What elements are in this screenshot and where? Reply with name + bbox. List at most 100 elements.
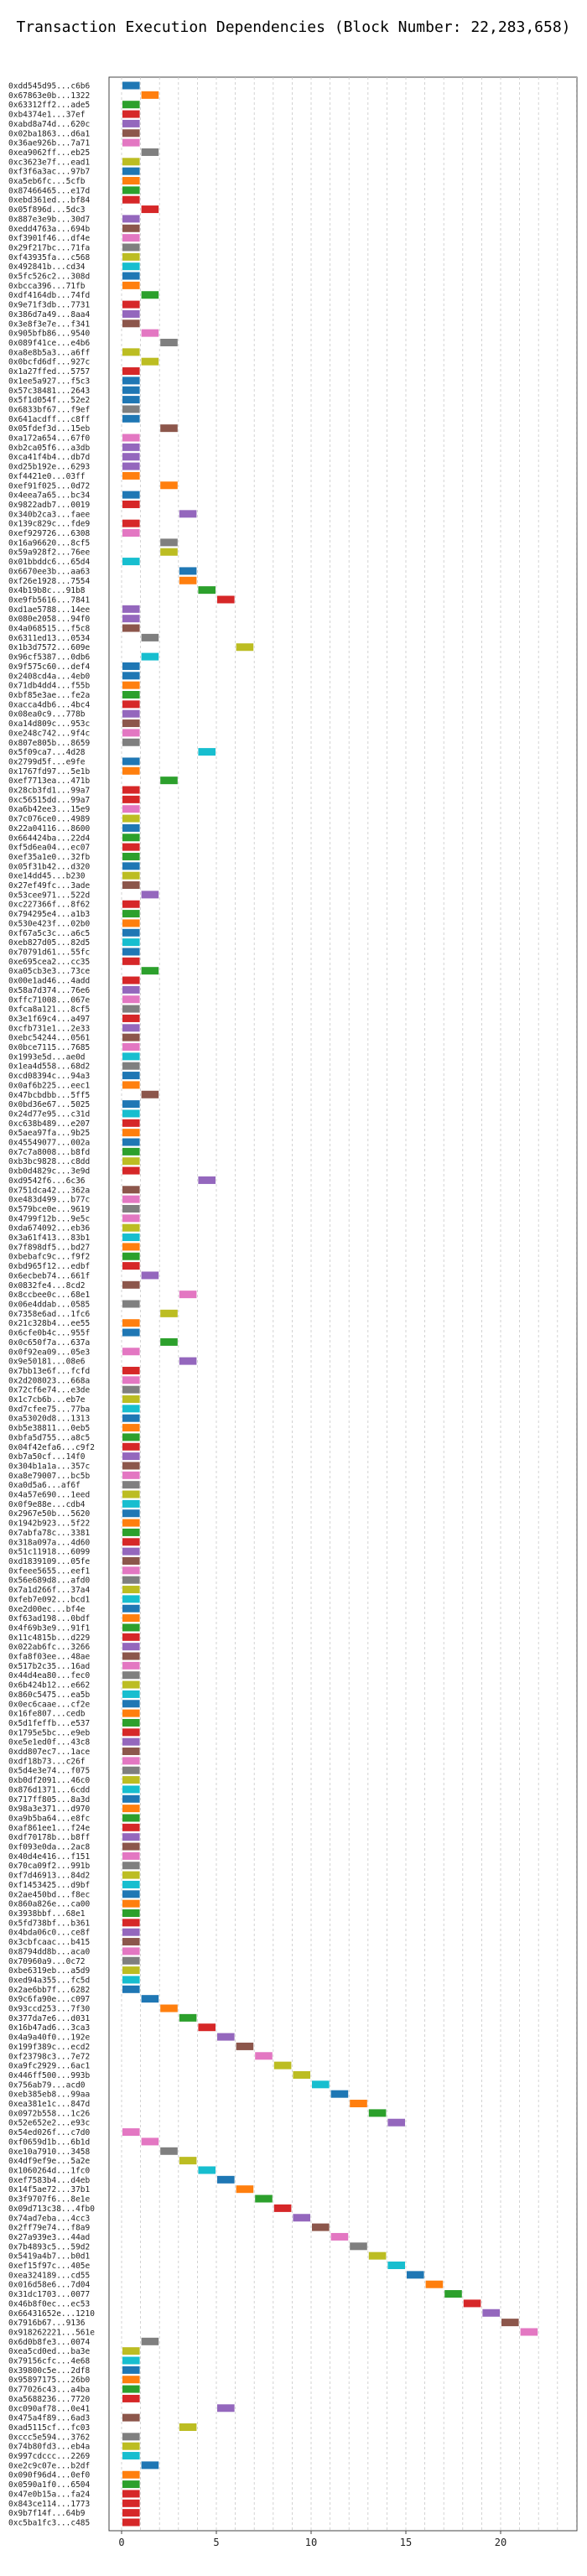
tx-label: 0xb5e38811...0eb5 — [8, 1424, 90, 1433]
tx-label: 0x9f575c60...def4 — [8, 662, 91, 672]
tx-label: 0x46b8f0ec...ec53 — [8, 2299, 90, 2309]
tx-bar — [122, 1204, 140, 1213]
tx-label: 0x4a9a40f0...192e — [8, 2033, 91, 2043]
tx-bar — [122, 1100, 140, 1109]
tx-bar — [122, 1043, 140, 1052]
tx-bar — [122, 1462, 140, 1470]
tx-label: 0x74b80fd3...eb4a — [8, 2443, 90, 2452]
tx-bar — [122, 1538, 140, 1546]
tx-label: 0x70ca09f2...991b — [8, 1862, 91, 1871]
tx-bar — [387, 2118, 405, 2127]
tx-label: 0x887e3e9b...30d7 — [8, 215, 90, 224]
tx-bar — [122, 719, 140, 728]
tx-bar — [273, 2204, 292, 2212]
tx-bar — [330, 2090, 349, 2098]
tx-label: 0x6d0b8fe3...0074 — [8, 2338, 91, 2347]
tx-bar — [122, 843, 140, 851]
tx-label: 0x72cf6e74...e3de — [8, 1386, 91, 1395]
tx-label: 0xea5cd0ed...ba3e — [8, 2347, 91, 2356]
tx-bar — [122, 910, 140, 918]
tx-label: 0x39800c5e...2df8 — [8, 2366, 91, 2376]
tx-bar — [122, 1956, 140, 1965]
tx-label: 0x3e8f3e7e...f341 — [8, 319, 91, 329]
tx-bar — [122, 186, 140, 195]
tx-label: 0x4df9ef9e...5a2e — [8, 2157, 91, 2166]
tx-bar — [122, 195, 140, 204]
tx-label: 0xbe6319eb...a5d9 — [8, 1966, 91, 1976]
tx-label: 0x16fe807...cedb — [8, 1710, 86, 1719]
tx-bar — [122, 272, 140, 280]
tx-bar — [160, 776, 178, 785]
tx-bar — [122, 2356, 140, 2365]
tx-label: 0xeb385eb8...99aa — [8, 2090, 90, 2100]
tx-bar — [122, 2518, 140, 2527]
tx-label: 0x022ab6fc...3266 — [8, 1643, 91, 1652]
tx-label: 0xb0d4829c...3e9d — [8, 1167, 90, 1176]
tx-label: 0x1c7cb6b...eb7e — [8, 1395, 86, 1405]
tx-label: 0x09d713c38...4fb0 — [8, 2205, 95, 2214]
tx-bar — [122, 462, 140, 470]
tx-label: 0x8ccbee0c...68e1 — [8, 1291, 91, 1300]
tx-bar — [122, 957, 140, 965]
tx-bar — [368, 2251, 387, 2260]
tx-label: 0x4eea7a65...bc34 — [8, 491, 91, 501]
tx-bar — [122, 1718, 140, 1727]
tx-label: 0x794295e4...a1b3 — [8, 910, 90, 919]
tx-bar — [387, 2262, 405, 2270]
tx-bar — [122, 1709, 140, 1717]
tx-label: 0x40d4e416...f151 — [8, 1852, 91, 1862]
tx-label: 0x475a4f89...6ad3 — [8, 2414, 90, 2423]
tx-bar — [179, 1291, 197, 1299]
tx-bar — [122, 852, 140, 860]
tx-label: 0x7f898df5...bd27 — [8, 1243, 90, 1252]
tx-bar — [463, 2299, 481, 2308]
tx-bar — [122, 348, 140, 356]
tx-bar — [122, 2413, 140, 2422]
tx-label: 0xdf18b73...c26f — [8, 1757, 86, 1766]
x-tick-label: 10 — [305, 2537, 317, 2548]
tx-label: 0x1ee5a927...f5c3 — [8, 377, 90, 386]
tx-label: 0x807e805b...8659 — [8, 739, 91, 748]
tx-bar — [122, 1862, 140, 1870]
tx-bar — [122, 1243, 140, 1251]
tx-label: 0xebc54244...0561 — [8, 1034, 91, 1043]
tx-bar — [122, 1014, 140, 1022]
tx-label: 0xa172a654...67f0 — [8, 434, 91, 444]
tx-label: 0xe5e1ed0f...43c8 — [8, 1738, 91, 1748]
tx-label: 0x2799d5f...e9fe — [8, 757, 86, 766]
tx-bar — [122, 81, 140, 90]
tx-label: 0x2408cd4a...4eb0 — [8, 672, 91, 681]
tx-bar — [122, 729, 140, 737]
tx-label: 0x2ae6bb7f...6282 — [8, 1986, 90, 1995]
tx-bar — [141, 1271, 159, 1280]
tx-label: 0x4799f12b...9e5c — [8, 1214, 90, 1223]
tx-bar — [122, 1157, 140, 1166]
tx-bar — [217, 2175, 235, 2184]
tx-label: 0xf0659d1b...6b1d — [8, 2137, 90, 2147]
tx-bar — [122, 414, 140, 423]
tx-bar — [122, 985, 140, 994]
tx-label: 0x5d4e3e74...f075 — [8, 1767, 90, 1776]
tx-label: 0x0972b558...1c26 — [8, 2109, 91, 2118]
tx-bar — [122, 2385, 140, 2393]
tx-label: 0x44d4ea80...fec0 — [8, 1671, 91, 1680]
tx-bar — [122, 681, 140, 689]
tx-label: 0x02ba1863...d6a1 — [8, 129, 91, 138]
tx-bar — [122, 1499, 140, 1508]
tx-bar — [368, 2109, 387, 2117]
tx-label: 0x5aea97fa...9b25 — [8, 1129, 90, 1138]
tx-bar — [122, 443, 140, 451]
tx-bar — [122, 805, 140, 813]
tx-bar — [122, 1671, 140, 1680]
tx-label: 0xfa8f03ee...48ae — [8, 1653, 91, 1662]
tx-label: 0xf4421e0...03ff — [8, 472, 86, 481]
tx-label: 0x4bda06c0...ce8f — [8, 1929, 90, 1938]
tx-bar — [122, 1814, 140, 1822]
tx-label: 0xe695cea2...cc35 — [8, 958, 90, 967]
tx-bar — [122, 757, 140, 766]
tx-bar — [122, 1395, 140, 1404]
tx-label: 0x70791d61...55fc — [8, 948, 90, 957]
tx-label: 0x7916b67...9136 — [8, 2319, 86, 2328]
tx-label: 0x6ecbeb74...661f — [8, 1271, 90, 1280]
tx-bar — [122, 1147, 140, 1156]
